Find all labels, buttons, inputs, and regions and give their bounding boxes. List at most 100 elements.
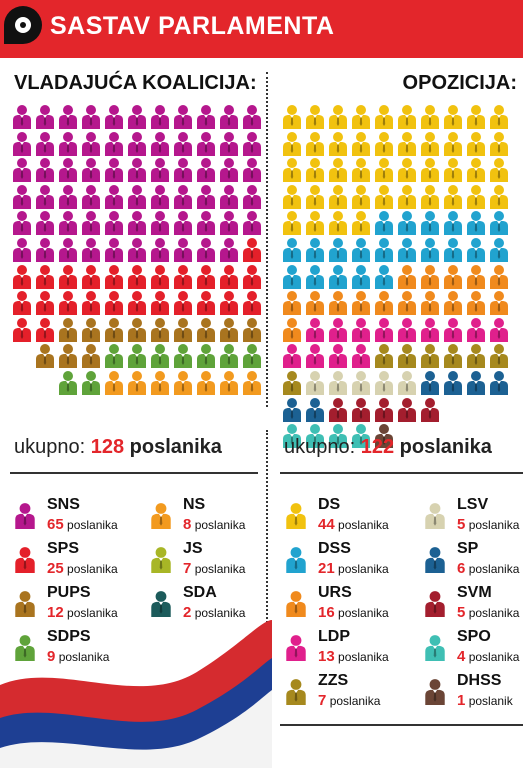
seat-icon [397,131,417,156]
seat-icon [242,210,262,236]
seat-icon [127,290,147,316]
seat-icon [104,290,124,316]
seat-icon [104,237,124,262]
person-icon [285,634,307,666]
seat-icon [219,104,239,129]
seat-icon [443,317,463,342]
seat-icon [489,210,509,236]
person-icon [14,634,36,666]
seat-icon [420,290,440,316]
seat-icon [219,317,239,342]
seat-icon [58,290,78,316]
seat-icon [104,264,124,289]
seat-icon [12,264,32,289]
seat-icon [81,317,101,342]
seat-icon [328,157,348,183]
party-name: SP [457,540,479,557]
seat-icon [397,317,417,342]
seat-icon [443,264,463,289]
seat-icon [81,131,101,156]
seat-icon [12,237,32,262]
seat-icon [242,184,262,209]
seat-icon [196,184,216,209]
seat-icon [374,423,394,449]
party-seats: 9 poslanika [47,648,110,665]
seat-icon [173,370,193,395]
seat-icon [489,290,509,316]
seat-icon [374,157,394,183]
party-seats: 12 poslanika [47,604,118,621]
seat-icon [173,317,193,342]
person-icon [424,590,446,622]
seat-icon [374,104,394,129]
seat-icon [104,370,124,395]
seat-icon [242,317,262,342]
seat-icon [420,370,440,395]
seat-icon [443,104,463,129]
seat-icon [420,104,440,129]
seat-icon [81,370,101,395]
seat-icon [351,264,371,289]
seat-icon [328,317,348,342]
seat-icon [351,104,371,129]
seat-icon [420,210,440,236]
coalition-total-number: 128 [90,436,125,458]
seat-icon [173,237,193,262]
person-icon [424,634,446,666]
seat-icon [489,157,509,183]
party-seats: 13 poslanika [318,648,389,665]
seat-icon [328,104,348,129]
seat-icon [351,397,371,422]
legend-item-urs: URS 16 poslanika [285,584,405,624]
coalition-total-label: ukupno: [14,436,86,458]
party-name: ZZS [318,672,349,689]
seat-icon [282,104,302,129]
seat-icon [489,104,509,129]
seat-icon [374,237,394,262]
seat-icon [127,104,147,129]
seat-icon [58,317,78,342]
section-divider [266,72,268,407]
coalition-title: VLADAJUĆA KOALICIJA: [14,72,257,94]
legend-item-sns: SNS 65 poslanika [14,496,134,536]
seat-icon [466,210,486,236]
seat-icon [12,184,32,209]
party-name: LSV [457,496,489,513]
seat-icon [150,131,170,156]
seat-icon [466,157,486,183]
party-seats: 16 poslanika [318,604,389,621]
seat-icon [196,317,216,342]
seat-icon [81,157,101,183]
seat-icon [81,290,101,316]
seat-icon [150,343,170,369]
seat-icon [127,157,147,183]
party-name: SVM [457,584,492,601]
seat-icon [282,290,302,316]
seat-icon [173,184,193,209]
page-title: SASTAV PARLAMENTA [50,12,335,40]
seat-icon [242,237,262,262]
seat-icon [58,104,78,129]
seat-icon [443,290,463,316]
seat-icon [127,264,147,289]
legend-item-sdps: SDPS 9 poslanika [14,628,134,668]
seat-icon [328,264,348,289]
seat-icon [466,237,486,262]
seat-icon [242,264,262,289]
seat-icon [489,317,509,342]
opposition-total-word: poslanika [399,436,492,458]
seat-icon [466,104,486,129]
header-bar: SASTAV PARLAMENTA [0,0,523,58]
seat-icon [443,210,463,236]
seat-icon [397,104,417,129]
legend-item-spo: SPO 4 poslanika [424,628,523,668]
seat-icon [58,157,78,183]
coalition-total-word: poslanika [129,436,222,458]
seat-icon [150,370,170,395]
party-name: LDP [318,628,350,645]
seat-icon [173,290,193,316]
seat-icon [58,131,78,156]
party-name: SPO [457,628,491,645]
seat-icon [81,210,101,236]
seat-icon [420,184,440,209]
